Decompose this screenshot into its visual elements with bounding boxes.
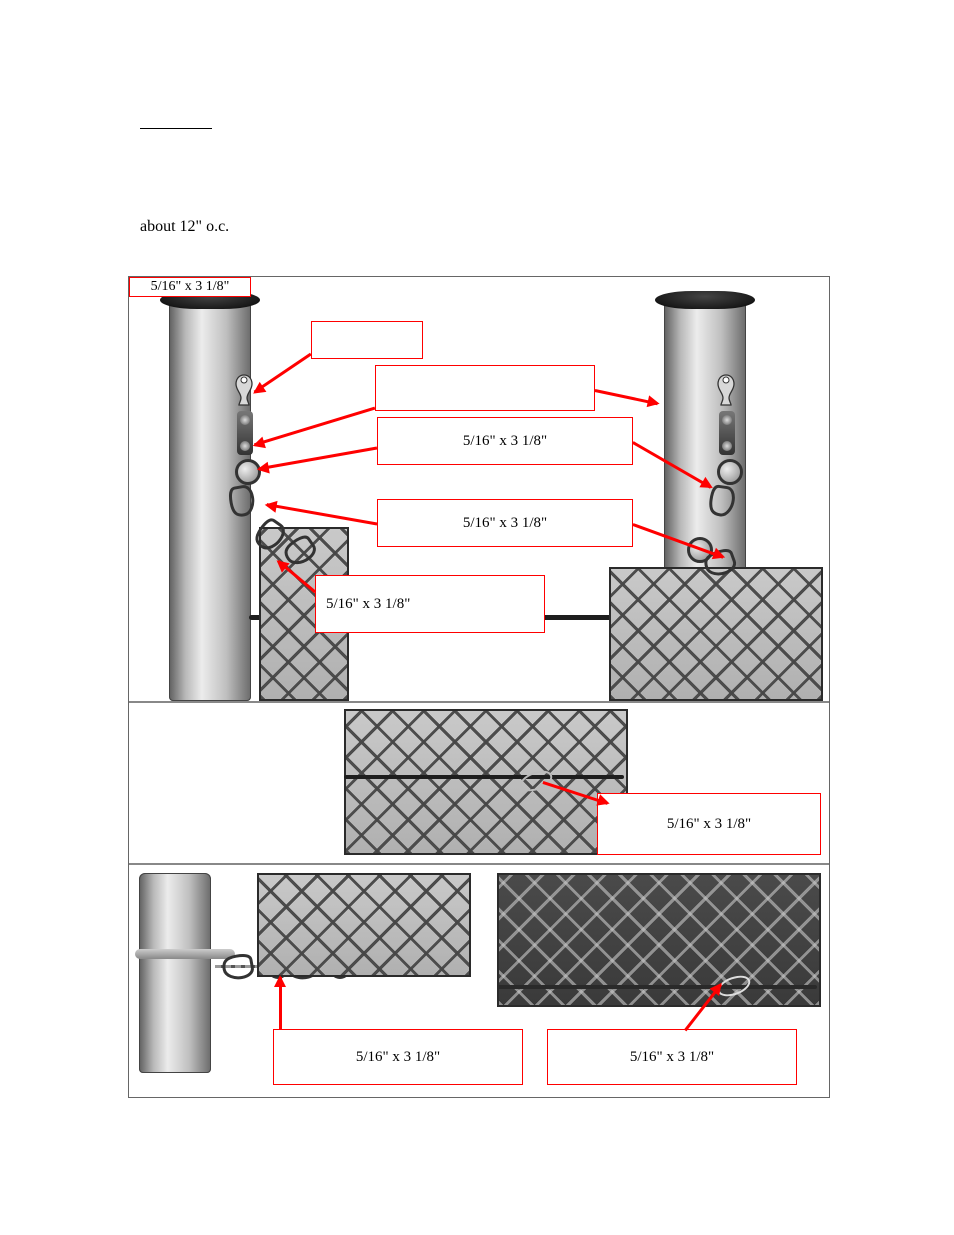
arrow-2l <box>254 407 375 446</box>
arrow-3l <box>259 447 378 470</box>
bottom-mesh-left <box>257 873 471 977</box>
mesh-panel-right <box>609 567 823 701</box>
callout-text: 5/16" x 3 1/8" <box>630 1049 714 1066</box>
pulley-left <box>237 411 253 455</box>
document-page: about 12" o.c. <box>0 0 954 1235</box>
pulley-right <box>719 411 735 455</box>
callout-text: 5/16" x 3 1/8" <box>463 515 547 532</box>
callout-topleft-small: 5/16" x 3 1/8" <box>129 277 251 297</box>
carabiner-left <box>226 481 258 521</box>
callout-mid-right: 5/16" x 3 1/8" <box>597 793 821 855</box>
arrow-1 <box>254 353 312 393</box>
bottom-pole <box>139 873 211 1073</box>
callout-box-1 <box>311 321 423 359</box>
callout-box-3: 5/16" x 3 1/8" <box>377 417 633 465</box>
bottom-carabiner-1 <box>218 951 258 983</box>
callout-text: 5/16" x 3 1/8" <box>326 596 410 613</box>
callout-box-5: 5/16" x 3 1/8" <box>315 575 545 633</box>
callout-text: 5/16" x 3 1/8" <box>151 279 230 295</box>
panel-divider-1 <box>129 701 829 703</box>
panel-divider-2 <box>129 863 829 865</box>
arrow-bottom-left <box>279 977 282 1029</box>
callout-text: 5/16" x 3 1/8" <box>667 816 751 833</box>
ring-right <box>717 459 743 485</box>
bottom-cable <box>497 985 817 989</box>
callout-box-2 <box>375 365 595 411</box>
callout-bottom-right: 5/16" x 3 1/8" <box>547 1029 797 1085</box>
lead-paragraph: about 12" o.c. <box>140 218 229 236</box>
assembly-figure: 5/16" x 3 1/8" 5/16" x 3 1/8" 5/16" x 3 … <box>128 276 830 1098</box>
callout-text: 5/16" x 3 1/8" <box>463 433 547 450</box>
callout-bottom-left: 5/16" x 3 1/8" <box>273 1029 523 1085</box>
callout-text: 5/16" x 3 1/8" <box>356 1049 440 1066</box>
snap-hook-right <box>715 373 737 407</box>
section-underline <box>140 128 212 129</box>
mid-cable <box>344 775 624 779</box>
arrow-2r <box>595 389 658 405</box>
mesh-detail-mid <box>344 709 628 855</box>
callout-box-4: 5/16" x 3 1/8" <box>377 499 633 547</box>
right-pole-cap <box>655 291 755 309</box>
